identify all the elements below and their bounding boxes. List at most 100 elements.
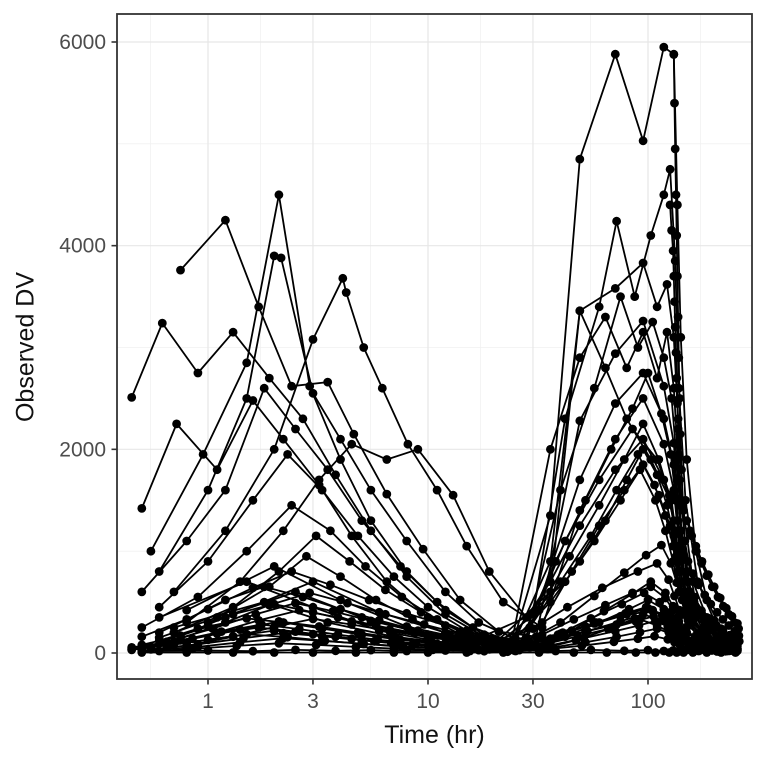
data-point (416, 607, 426, 617)
data-point (498, 597, 508, 607)
data-point (371, 595, 381, 605)
data-point (643, 595, 653, 605)
data-point (616, 292, 625, 301)
data-point (586, 531, 596, 541)
data-point (402, 536, 412, 546)
data-point (665, 200, 675, 210)
data-point (494, 627, 504, 636)
data-point (556, 485, 565, 495)
data-point (589, 383, 599, 393)
data-point (675, 605, 684, 615)
data-point (662, 327, 672, 337)
data-point (291, 645, 300, 655)
data-point (673, 200, 682, 210)
data-point (675, 567, 685, 576)
data-point (682, 516, 692, 525)
data-point (364, 595, 374, 605)
data-point (208, 624, 218, 633)
data-point (669, 383, 679, 393)
data-point (228, 632, 238, 642)
data-point (137, 623, 147, 632)
data-point (323, 618, 333, 627)
data-point (287, 500, 296, 510)
data-point (721, 646, 730, 656)
data-point (212, 465, 222, 475)
data-point (567, 567, 577, 576)
data-point (619, 485, 629, 495)
data-point (274, 190, 284, 200)
data-point (628, 424, 637, 434)
data-point (308, 577, 318, 587)
data-point (146, 546, 156, 556)
data-point (182, 605, 192, 615)
data-point (291, 598, 300, 608)
data-point (616, 495, 625, 505)
data-point (668, 246, 678, 256)
data-point (373, 635, 382, 645)
data-point (543, 644, 553, 654)
data-point (162, 637, 172, 647)
data-point (462, 648, 472, 657)
data-point (221, 595, 230, 605)
data-point (733, 619, 742, 628)
panel-border (116, 13, 753, 680)
data-point (248, 495, 258, 505)
x-axis: 1 3 10 30 100 (202, 679, 666, 713)
data-point (474, 618, 484, 627)
data-point (652, 624, 662, 633)
data-point (563, 602, 572, 612)
data-point (610, 399, 620, 408)
data-point (670, 297, 679, 307)
data-point (638, 258, 648, 268)
data-point (638, 419, 648, 429)
data-point (385, 626, 395, 636)
data-point (610, 284, 620, 293)
data-point (228, 648, 238, 657)
data-point (418, 544, 428, 554)
data-point (601, 516, 610, 525)
data-point (733, 646, 742, 656)
data-point (712, 607, 722, 617)
data-point (551, 557, 560, 566)
data-point (403, 439, 413, 449)
data-point (333, 613, 343, 622)
data-point (652, 470, 662, 480)
data-point (603, 624, 613, 634)
data-point (274, 567, 284, 576)
panel-background (117, 14, 752, 679)
data-point (569, 648, 579, 657)
data-point (633, 343, 643, 352)
data-point (581, 495, 590, 505)
data-point (257, 620, 266, 629)
data-point (525, 637, 535, 647)
data-point (675, 429, 685, 439)
y-tick-label: 4000 (59, 235, 106, 258)
data-point (127, 643, 137, 652)
data-point (336, 595, 345, 605)
data-point (248, 646, 258, 656)
data-point (353, 628, 363, 637)
data-point (294, 605, 304, 615)
data-point (423, 632, 433, 642)
data-point (571, 635, 581, 645)
data-point (514, 645, 524, 655)
data-point (659, 646, 669, 656)
data-point (212, 613, 222, 622)
data-point (670, 98, 679, 108)
data-point (154, 613, 164, 622)
data-point (546, 597, 555, 607)
data-point (382, 577, 392, 587)
data-point (635, 627, 645, 637)
data-point (665, 164, 675, 174)
data-point (242, 358, 252, 368)
data-point (672, 373, 682, 383)
data-point (441, 609, 450, 619)
data-point (479, 646, 489, 656)
data-point (692, 613, 701, 622)
data-point (575, 416, 585, 426)
data-point (630, 614, 640, 623)
data-point (397, 592, 407, 602)
data-point (697, 557, 707, 566)
data-point (448, 642, 458, 652)
data-point (269, 251, 279, 261)
